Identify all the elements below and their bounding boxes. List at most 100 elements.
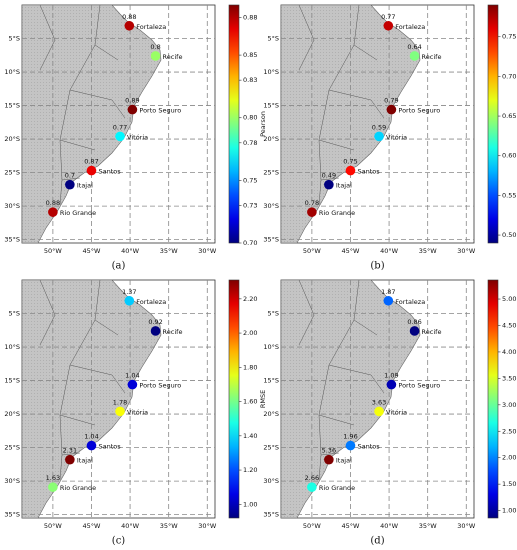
station-point	[409, 51, 420, 61]
x-tick-label: 50°W	[303, 247, 322, 255]
colorbar-tick-label: 4.00	[502, 348, 516, 356]
value-label: 0.86	[407, 318, 421, 326]
colorbar-tick-label: 4.50	[502, 321, 516, 329]
colorbar	[487, 4, 499, 244]
x-tick-label: 30°W	[457, 522, 476, 530]
value-label: 1.63	[46, 474, 60, 482]
colorbar-tick-label: 1.20	[243, 466, 257, 474]
x-tick-label: 45°W	[83, 522, 102, 530]
value-label: 0.77	[381, 13, 395, 21]
value-label: 1.04	[84, 433, 98, 441]
station-point	[409, 326, 420, 336]
station-point	[150, 51, 161, 61]
y-tick-label: 10°S	[4, 68, 20, 76]
y-tick-label: 35°S	[4, 236, 20, 244]
station-label: Vitória	[127, 133, 148, 141]
station-point	[124, 295, 135, 306]
station-label: Recife	[163, 328, 183, 336]
value-label: 0.87	[84, 158, 98, 166]
colorbar-tick-label: 0.70	[243, 239, 257, 247]
y-tick-label: 20°S	[263, 135, 279, 143]
station-label: Porto Seguro	[139, 382, 181, 390]
y-tick-label: 30°S	[4, 202, 20, 210]
colorbar-tick-label: 5.00	[502, 295, 516, 303]
y-tick-label: 10°S	[4, 343, 20, 351]
station-point	[383, 295, 394, 306]
value-label: 0.79	[384, 97, 398, 105]
colorbar-tick-label: 0.88	[243, 14, 257, 22]
value-label: 1.37	[122, 288, 136, 296]
value-label: 1.96	[343, 433, 357, 441]
y-tick-label: 5°S	[267, 35, 279, 43]
colorbar-tick-label: 2.00	[502, 454, 516, 462]
y-tick-label: 35°S	[263, 236, 279, 244]
value-label: 2.66	[305, 474, 319, 482]
station-label: Fortaleza	[395, 298, 425, 306]
y-tick-label: 10°S	[263, 343, 279, 351]
x-tick-label: 50°W	[44, 522, 63, 530]
colorbar-tick-label: 2.20	[243, 295, 257, 303]
y-tick-label: 30°S	[4, 477, 20, 485]
y-tick-label: 35°S	[263, 511, 279, 519]
station-label: Porto Seguro	[398, 107, 440, 115]
colorbar-label: Pearson	[259, 111, 267, 137]
value-label: 3.63	[372, 398, 386, 406]
station-label: Fortaleza	[136, 23, 166, 31]
station-label: Rio Grande	[60, 484, 96, 492]
colorbar-tick-label: 0.85	[243, 51, 257, 59]
colorbar-tick-label: 0.80	[243, 114, 257, 122]
value-label: 5.36	[322, 447, 336, 455]
value-label: 0.7	[65, 172, 75, 180]
y-tick-label: 15°S	[263, 102, 279, 110]
colorbar-tick-label: 1.40	[243, 432, 257, 440]
station-point	[65, 454, 75, 465]
colorbar-tick-label: 1.50	[502, 480, 516, 488]
colorbar-tick-label: 3.50	[502, 374, 516, 382]
value-label: 0.77	[113, 123, 127, 131]
station-label: Vitória	[386, 133, 407, 141]
colorbar-tick-label: 0.70	[502, 72, 516, 80]
value-label: 0.75	[343, 158, 357, 166]
station-point	[48, 207, 58, 217]
value-label: 0.78	[305, 199, 319, 207]
colorbar-tick-label: 0.75	[502, 33, 516, 41]
value-label: 1.09	[384, 372, 398, 380]
value-label: 0.88	[46, 199, 60, 207]
colorbar	[228, 4, 240, 244]
x-tick-label: 45°W	[342, 522, 361, 530]
station-point	[374, 406, 384, 417]
station-point	[386, 104, 397, 115]
colorbar-tick-label: 0.73	[243, 201, 257, 209]
x-tick-label: 35°W	[419, 522, 438, 530]
y-tick-label: 20°S	[263, 410, 279, 418]
value-label: 0.89	[125, 97, 139, 105]
x-tick-label: 35°W	[160, 522, 179, 530]
station-point	[124, 20, 135, 31]
value-label: 1.04	[125, 372, 139, 380]
x-tick-label: 30°W	[198, 522, 217, 530]
x-tick-label: 30°W	[457, 247, 476, 255]
y-tick-label: 5°S	[267, 310, 279, 318]
panel: 50°W 45°W 40°W 35°W 30°W 5°S 10°S 15°S 20°S 25°S 3…	[263, 4, 516, 272]
y-tick-label: 20°S	[4, 410, 20, 418]
station-point	[383, 20, 394, 31]
value-label: 0.64	[407, 43, 421, 51]
station-label: Porto Seguro	[398, 382, 440, 390]
y-tick-label: 25°S	[4, 444, 20, 452]
station-point	[115, 131, 125, 142]
panel-label: (d)	[370, 536, 384, 547]
panel-label: (b)	[370, 261, 384, 272]
colorbar-tick-label: 0.83	[243, 76, 257, 84]
station-point	[115, 406, 125, 417]
colorbar-tick-label: 0.55	[502, 191, 516, 199]
station-label: Rio Grande	[319, 209, 355, 217]
station-label: Itajaí	[336, 182, 352, 190]
colorbar-label: RMSE	[259, 390, 267, 408]
colorbar-tick-label: 1.00	[502, 507, 516, 515]
x-tick-label: 40°W	[380, 522, 399, 530]
station-point	[324, 179, 334, 190]
colorbar-tick-label: 0.60	[502, 152, 516, 160]
y-tick-label: 10°S	[263, 68, 279, 76]
station-label: Recife	[163, 53, 183, 61]
x-tick-label: 45°W	[342, 247, 361, 255]
